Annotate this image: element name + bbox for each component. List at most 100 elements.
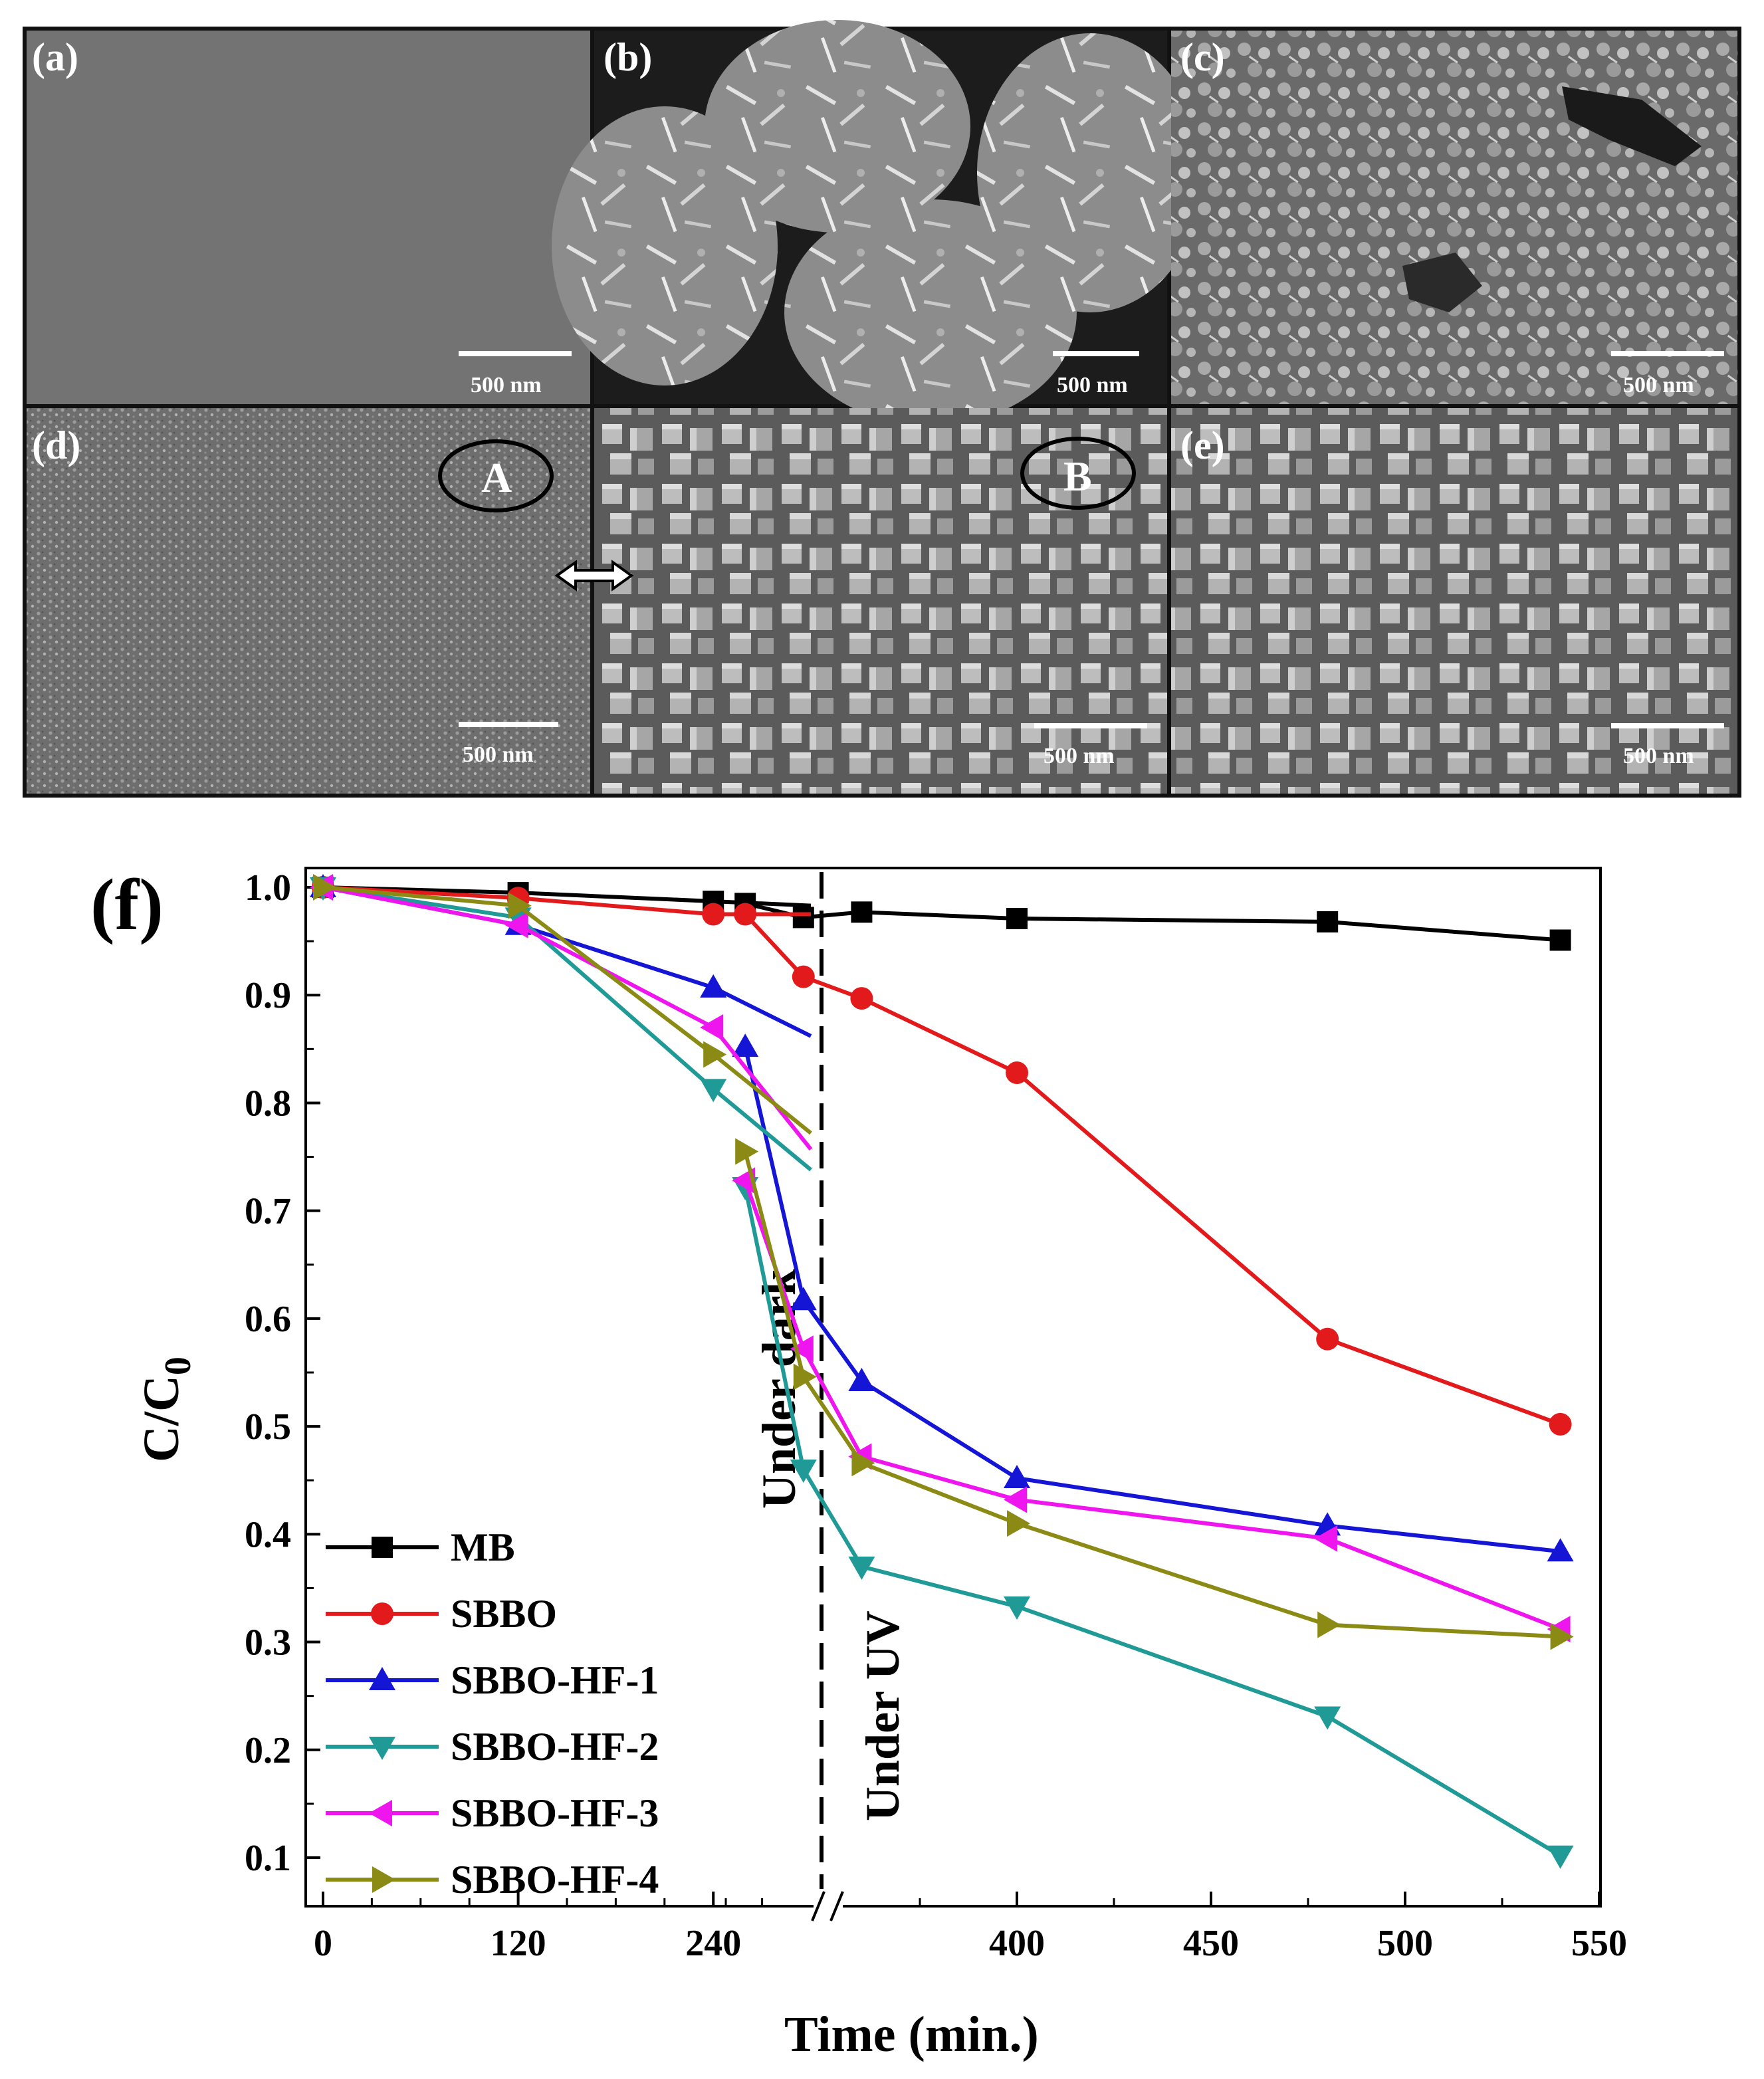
cluster-b4 [977,33,1203,312]
y-tick-label-9: 0.1 [245,1838,291,1879]
panel-label-b: (b) [604,35,652,79]
scale-bar-c [1611,351,1724,356]
point-sbbo-hf-1-uv-0 [732,1034,759,1057]
legend-item-sbbo-hf-4: SBBO-HF-4 [326,1858,659,1902]
legend-item-sbbo: SBBO [326,1592,557,1636]
scale-label-b: 500 nm [1057,373,1128,397]
panel-label-e: (e) [1180,423,1225,467]
scale-bar-d [459,722,558,727]
legend: MB SBBO SBBO-HF-1 SBBO-HF-2 SBBO-HF-3 SBBO-HF… [326,1525,659,1902]
sem-image-d [27,408,590,794]
sem-panel-e: (e) 500 nm [1171,408,1737,794]
x-tick-label-right-2: 500 [1377,1923,1433,1964]
x-axis-ticks: 0 120 240 400 450 500 550 [314,1892,1627,1964]
panel-label-c: (c) [1180,35,1225,79]
sem-panel-d: (d) A 500 nm [27,408,590,794]
point-sbbo-hf-2-uv-3 [1004,1596,1030,1620]
legend-item-sbbo-hf-1: SBBO-HF-1 [326,1658,659,1702]
point-sbbo-uv-4 [1316,1327,1339,1351]
point-sbbo-hf-2-uv-5 [1547,1845,1574,1869]
series-sbbo-hf-1 [310,874,1574,1562]
scale-label-a: 500 nm [471,373,542,397]
point-sbbo-hf-3-dark-1 [504,911,528,938]
scale-bar-a [459,351,572,356]
legend-marker [369,1800,392,1826]
series-line-sbbo-hf-2-dark [322,885,812,1172]
legend-label: SBBO-HF-3 [451,1791,659,1835]
x-tick-label-left-0: 0 [314,1923,332,1964]
point-mb-uv-1 [792,907,814,929]
legend-label: SBBO-HF-2 [451,1725,659,1769]
point-sbbo-hf-4-uv-0 [735,1138,759,1165]
point-sbbo-hf-4-dark-0 [313,874,336,901]
legend-label: SBBO-HF-4 [451,1858,659,1902]
point-mb-uv-4 [1317,911,1339,932]
x-tick-label-right-1: 450 [1183,1923,1239,1964]
point-sbbo-hf-1-dark-2 [700,974,727,998]
legend-label: SBBO [451,1592,557,1636]
y-tick-label-2: 0.8 [245,1083,291,1124]
region-label-a: A [481,454,512,501]
chart-panel-label: (f) [90,864,164,945]
legend-marker [372,1866,395,1893]
point-mb-uv-5 [1549,929,1571,951]
x-tick-label-left-2: 240 [685,1923,741,1964]
series-layer [310,874,1574,1869]
chart-f: (f) 1.0 0.9 0.8 0.7 0.6 0.5 0.4 0.3 0.2 0.1 0 120 2… [90,864,1627,2062]
series-line-sbbo-hf-3-dark [322,885,813,1151]
point-sbbo-hf-4-dark-2 [703,1041,727,1068]
y-tick-label-0: 1.0 [245,867,291,909]
point-sbbo-hf-1-uv-2 [848,1367,875,1391]
zoom-arrow-icon [554,560,634,592]
legend-label: MB [451,1525,515,1569]
series-line-sbbo-hf-4-dark [322,885,812,1135]
point-sbbo-hf-2-uv-4 [1314,1706,1341,1730]
scale-bar-b [1053,351,1139,356]
point-sbbo-hf-4-dark-1 [508,892,532,919]
point-sbbo-hf-2-dark-2 [700,1079,727,1103]
series-line-sbbo-uv [744,913,1561,1426]
series-sbbo-hf-3 [310,874,1571,1643]
series-line-mb-dark [322,885,812,908]
point-sbbo-hf-4-uv-2 [851,1450,875,1477]
point-sbbo-hf-1-uv-1 [790,1287,817,1311]
sem-panel-a: (a) 500 nm [27,31,590,404]
axis-break-icon [811,1889,844,1923]
x-tick-label-right-3: 550 [1571,1923,1627,1964]
scale-bar-d-zoom [1034,723,1147,728]
panel-label-d: (d) [32,423,80,467]
sem-panel-c: (c) 500 nm [1171,31,1737,404]
crack-c [1562,86,1702,166]
region-circle-b [1020,437,1136,510]
legend-item-mb: MB [326,1525,515,1569]
scale-label-d-zoom: 500 nm [1044,744,1115,768]
legend-marker [369,1737,395,1760]
point-sbbo-dark-2 [702,903,725,926]
annotation-under-uv: Under UV [856,1610,909,1821]
sem-image-a [27,31,590,404]
sem-panel-b: (b) 500 nm [552,20,1203,425]
scale-label-e: 500 nm [1623,744,1694,768]
point-sbbo-hf-3-dark-2 [700,1014,724,1041]
point-sbbo-hf-2-uv-1 [790,1460,817,1483]
region-label-b: B [1063,453,1092,500]
cluster-b2 [705,20,970,233]
panel-label-a: (a) [32,35,78,79]
y-axis-title-sub: 0 [158,1357,199,1375]
point-sbbo-uv-5 [1549,1412,1572,1436]
legend-item-sbbo-hf-2: SBBO-HF-2 [326,1725,659,1769]
point-mb-uv-2 [851,901,873,923]
series-line-sbbo-hf-1-uv [743,1046,1561,1554]
series-line-sbbo-hf-2-uv [743,1186,1562,1858]
plot-frame [304,867,1602,1908]
series-line-sbbo-dark [322,885,811,917]
point-sbbo-hf-4-uv-5 [1550,1623,1574,1650]
y-tick-label-3: 0.7 [245,1191,291,1232]
legend-marker [372,1537,393,1558]
point-sbbo-hf-4-uv-1 [793,1363,817,1390]
point-mb-uv-3 [1006,908,1028,930]
y-axis-title: C/C0 [134,1357,199,1462]
sem-image-c [1171,31,1737,404]
scale-label-d: 500 nm [463,742,534,767]
x-axis-title: Time (min.) [784,2007,1039,2062]
